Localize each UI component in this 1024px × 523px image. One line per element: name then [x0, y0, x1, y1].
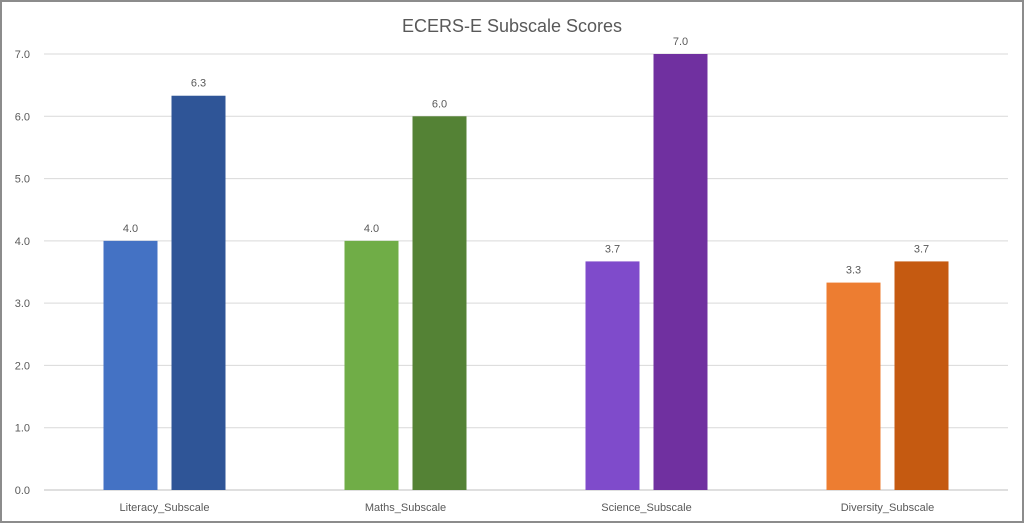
chart-title: ECERS-E Subscale Scores [401, 16, 623, 36]
x-tick-label: Science_Subscale [601, 502, 692, 514]
bars [103, 54, 949, 491]
data-label: 3.7 [605, 243, 620, 255]
y-tick-label: 4.0 [15, 236, 30, 248]
y-tick-label: 0.0 [15, 485, 30, 497]
x-tick-label: Literacy_Subscale [120, 502, 210, 514]
bar [344, 240, 399, 490]
data-label: 7.0 [673, 36, 688, 48]
data-label: 4.0 [364, 223, 379, 235]
y-axis: 0.0 1.0 2.0 3.0 4.0 5.0 6.0 7.0 [15, 49, 30, 497]
y-tick-label: 5.0 [15, 174, 30, 186]
y-tick-label: 7.0 [15, 49, 30, 61]
x-axis: Literacy_Subscale Maths_Subscale Science_S… [120, 502, 935, 514]
data-label: 3.7 [914, 243, 929, 255]
data-label: 3.3 [846, 265, 861, 277]
x-tick-label: Diversity_Subscale [841, 502, 935, 514]
bar [826, 282, 881, 490]
y-tick-label: 6.0 [15, 111, 30, 123]
bar [653, 54, 708, 490]
bar [171, 95, 226, 490]
y-tick-label: 1.0 [15, 423, 30, 435]
bar [894, 261, 949, 490]
data-label: 6.3 [191, 78, 206, 90]
data-label: 4.0 [123, 223, 138, 235]
y-tick-label: 2.0 [15, 360, 30, 372]
bar [103, 240, 158, 490]
y-tick-label: 3.0 [15, 298, 30, 310]
x-tick-label: Maths_Subscale [365, 502, 446, 514]
bar [585, 261, 640, 490]
data-label: 6.0 [432, 98, 447, 110]
bar [412, 116, 467, 491]
data-labels: 4.0 6.3 4.0 6.0 3.7 7.0 3.3 3.7 [123, 36, 929, 277]
